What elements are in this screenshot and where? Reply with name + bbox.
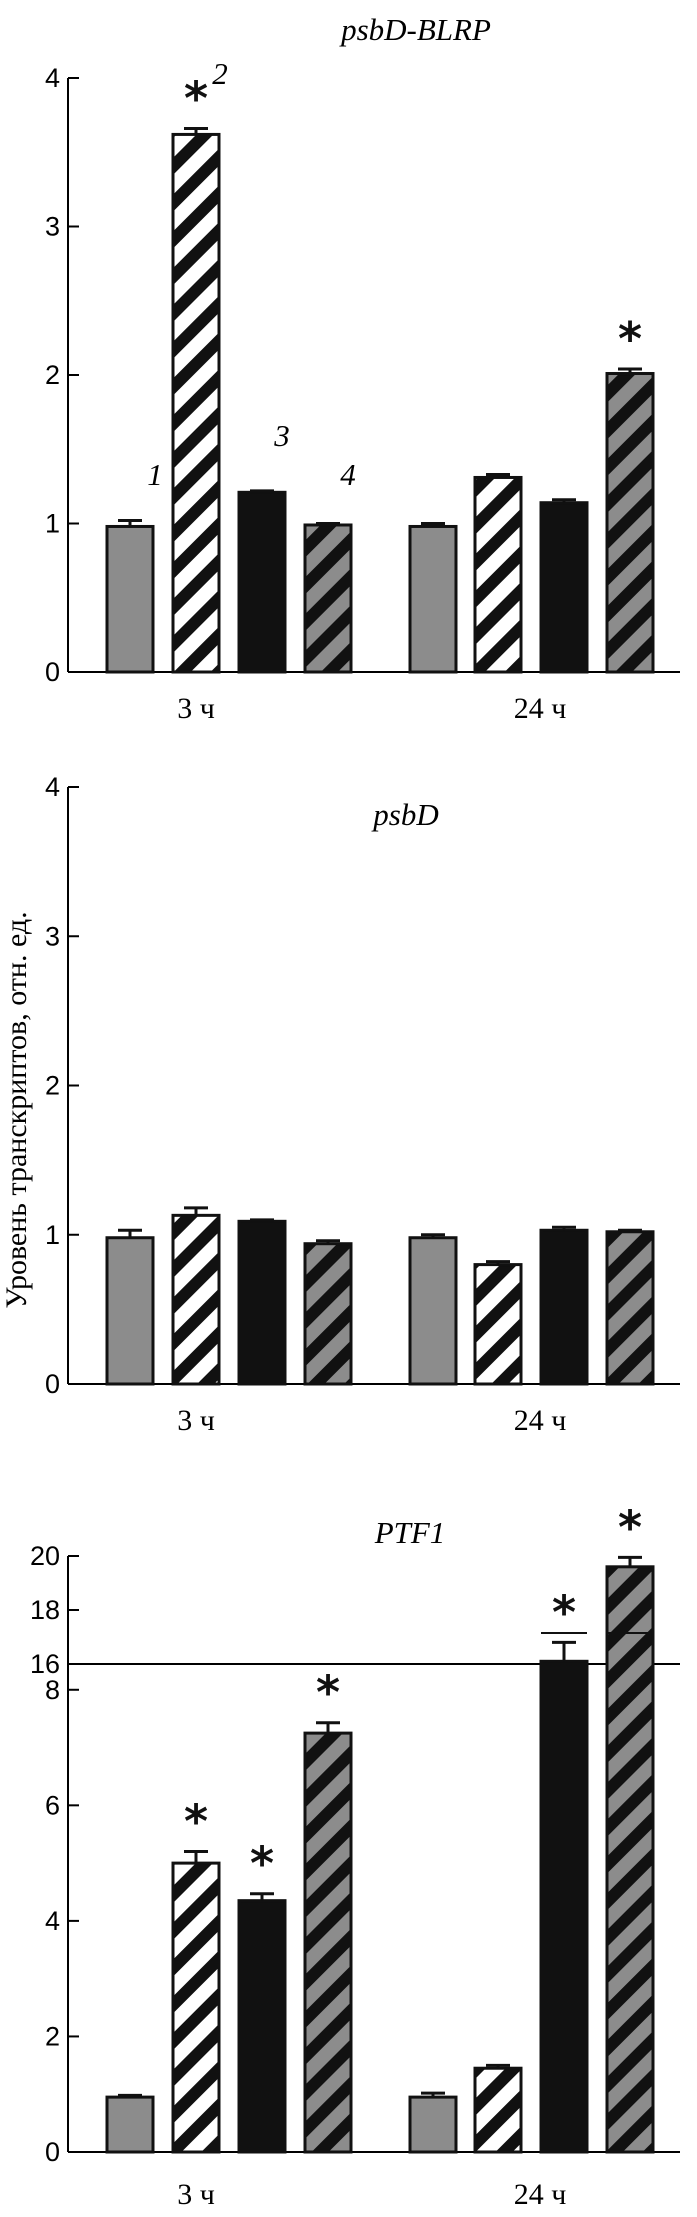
y-tick-label: 16: [30, 1649, 60, 1679]
bar: [171, 1861, 221, 2154]
y-tick-label: 20: [30, 1541, 60, 1571]
y-tick-label: 2: [45, 360, 60, 390]
bar: [539, 1659, 589, 2154]
bar: [408, 2095, 458, 2154]
significance-star: *: [184, 1795, 208, 1849]
bar: [105, 1236, 155, 1386]
chart-title: psbD-BLRP: [339, 12, 491, 47]
bar: [237, 490, 287, 674]
bar: [303, 1242, 353, 1386]
bar: [539, 1228, 589, 1386]
bar: [171, 1213, 221, 1386]
significance-star: *: [184, 71, 208, 125]
y-tick-label: 3: [45, 921, 60, 951]
bar: [408, 524, 458, 674]
series-label-1: 1: [147, 457, 163, 492]
significance-star: *: [552, 1585, 576, 1639]
category-label: 24 ч: [514, 2178, 567, 2211]
category-label: 24 ч: [514, 692, 567, 725]
bar: [105, 524, 155, 674]
y-tick-label: 18: [30, 1595, 60, 1625]
category-label: 3 ч: [177, 692, 215, 725]
series-label-4: 4: [340, 457, 356, 492]
bar: [473, 1263, 523, 1386]
bar: [237, 1899, 287, 2154]
y-tick-label: 4: [45, 63, 60, 93]
bar: [303, 1731, 353, 2154]
bar-break-edge: [541, 1632, 587, 1634]
y-tick-label: 1: [45, 1220, 60, 1250]
y-tick-label: 4: [45, 1906, 60, 1936]
y-axis-label: Уровень транскриптов, отн. ед.: [0, 911, 33, 1308]
bar: [171, 132, 221, 674]
chart-psbD-BLRP: psbD-BLRP 1 2 3 4 0 1 2 3 4 * * 3 ч 24 ч: [45, 12, 680, 725]
significance-star: *: [250, 1837, 274, 1891]
bar: [303, 523, 353, 674]
y-tick-label: 0: [45, 1369, 60, 1399]
bar: [605, 372, 655, 674]
y-tick-label: 2: [45, 1071, 60, 1101]
chart-title: PTF1: [374, 1515, 446, 1550]
y-tick-label: 0: [45, 657, 60, 687]
bar: [605, 1230, 655, 1386]
significance-star: *: [618, 312, 642, 366]
y-tick-label: 3: [45, 212, 60, 242]
bar: [539, 501, 589, 674]
y-tick-label: 4: [45, 772, 60, 802]
bar: [473, 475, 523, 674]
chart-title: psbD: [371, 797, 438, 832]
y-tick-label: 8: [45, 1675, 60, 1705]
bar: [237, 1219, 287, 1386]
y-tick-label: 6: [45, 1790, 60, 1820]
significance-star: *: [316, 1666, 340, 1720]
bar: [605, 1565, 655, 2154]
category-label: 3 ч: [177, 1404, 215, 1437]
category-label: 24 ч: [514, 1404, 567, 1437]
category-label: 3 ч: [177, 2178, 215, 2211]
bar: [473, 2066, 523, 2154]
y-tick-label: 1: [45, 509, 60, 539]
significance-star: *: [618, 1500, 642, 1554]
bar: [105, 2095, 155, 2154]
y-tick-label: 2: [45, 2021, 60, 2051]
bar-break-edge: [607, 1632, 653, 1634]
bar: [408, 1236, 458, 1386]
chart-psbD: psbD 0 1 2 3 4 3 ч 24 ч: [45, 772, 680, 1437]
series-label-3: 3: [273, 418, 290, 453]
chart-PTF1: PTF1 0 2 4 6 816 18 20 * * * * * 3 ч 24 ч: [30, 1500, 680, 2211]
y-tick-label: 0: [45, 2137, 60, 2167]
series-label-2: 2: [212, 56, 228, 91]
